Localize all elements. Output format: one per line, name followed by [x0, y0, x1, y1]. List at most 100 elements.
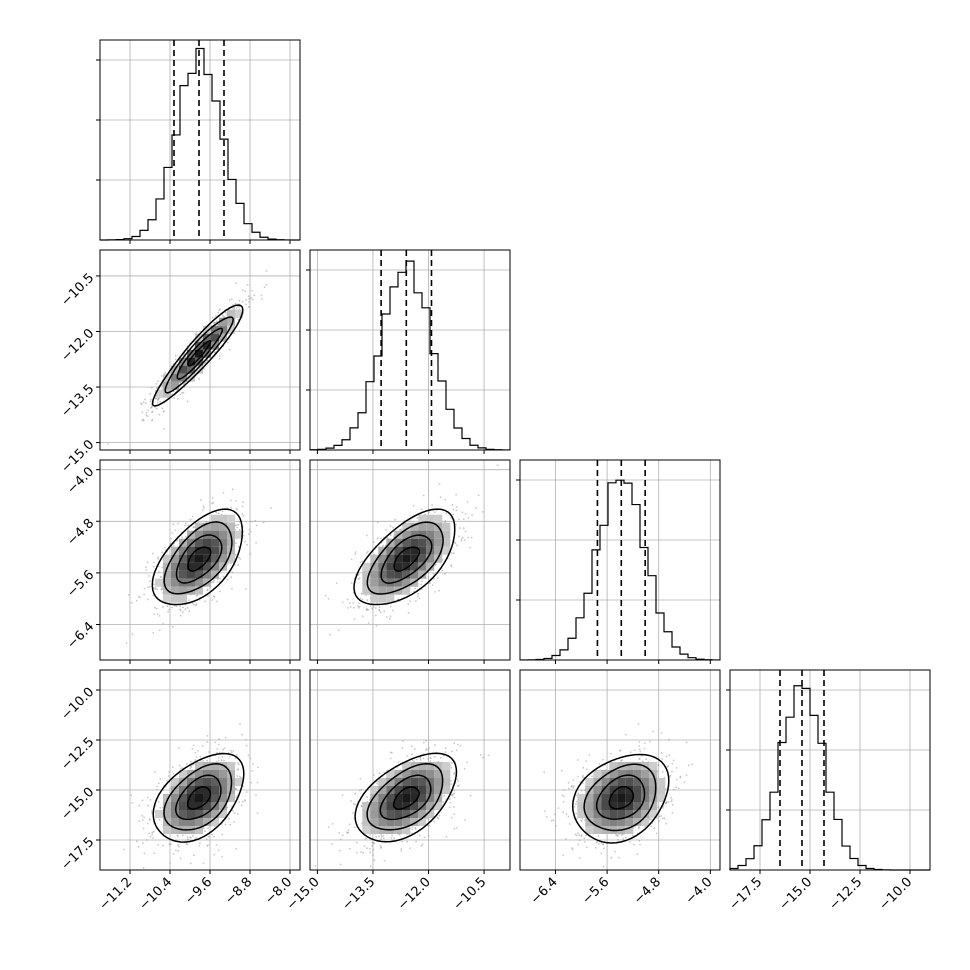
scatter-point — [380, 838, 383, 840]
contour-line — [151, 304, 244, 407]
scatter-point — [248, 528, 251, 531]
contour-line — [366, 521, 444, 595]
scatter-point — [171, 532, 174, 534]
scatter-point — [456, 743, 459, 746]
scatter-point — [248, 297, 251, 300]
density-cell — [402, 530, 411, 539]
density-cell — [195, 546, 203, 555]
scatter-point — [348, 847, 351, 850]
density-cell — [171, 778, 179, 786]
density-cell — [179, 546, 187, 555]
scatter-point — [444, 521, 446, 524]
scatter-point — [151, 833, 154, 836]
scatter-point — [265, 270, 268, 272]
scatter-point — [185, 536, 187, 538]
scatter-point — [256, 812, 259, 814]
density-cell — [378, 778, 387, 786]
scatter-point — [230, 576, 233, 579]
density-cell — [227, 325, 235, 334]
scatter-point — [378, 606, 381, 609]
density-cell — [386, 802, 395, 810]
density-cell — [187, 538, 195, 547]
scatter-point — [260, 294, 263, 297]
density-cell — [171, 578, 179, 587]
scatter-point — [170, 843, 172, 846]
scatter-point — [146, 822, 149, 825]
scatter-point — [456, 778, 458, 780]
scatter-point — [408, 520, 411, 523]
scatter-point — [372, 541, 375, 543]
scatter-point — [150, 811, 153, 814]
scatter-point — [235, 542, 238, 544]
scatter-point — [450, 552, 453, 554]
density-cell — [434, 770, 443, 778]
density-cell — [402, 562, 411, 571]
density-cell — [195, 826, 203, 834]
density-cell — [394, 554, 403, 563]
density-cell — [418, 562, 427, 571]
scatter-point — [156, 387, 158, 389]
scatter-point — [450, 762, 453, 765]
density-cell — [163, 570, 171, 579]
density-cell — [211, 762, 219, 770]
scatter-point — [255, 794, 257, 796]
scatter-point — [175, 849, 177, 852]
scatter-point — [233, 812, 236, 814]
density-cell — [362, 586, 371, 595]
scatter-point — [358, 605, 361, 608]
scatter-point — [131, 633, 134, 636]
scatter-point — [201, 745, 204, 747]
panel-4-2 — [314, 739, 490, 868]
scatter-point — [350, 582, 353, 584]
scatter-point — [361, 615, 364, 618]
scatter-point — [238, 775, 241, 778]
scatter-point — [434, 511, 436, 514]
density-cell — [187, 818, 195, 826]
density-cell — [163, 810, 171, 818]
scatter-point — [420, 508, 423, 510]
scatter-point — [425, 739, 427, 742]
density-cell — [418, 530, 427, 539]
scatter-point — [189, 862, 192, 865]
scatter-point — [380, 846, 383, 848]
scatter-point — [218, 738, 220, 740]
scatter-point — [360, 592, 363, 595]
scatter-point — [236, 813, 239, 815]
scatter-point — [189, 518, 192, 521]
scatter-point — [217, 756, 220, 759]
density-cell — [179, 786, 187, 794]
scatter-point — [223, 316, 226, 318]
scatter-point — [148, 580, 151, 582]
density-cell — [203, 341, 211, 350]
density-cell — [187, 365, 195, 374]
density-cell — [386, 546, 395, 555]
scatter-point — [420, 583, 422, 586]
scatter-point — [194, 759, 197, 761]
scatter-point — [202, 759, 205, 762]
scatter-point — [256, 781, 259, 784]
density-cell — [163, 373, 171, 382]
density-cell — [171, 786, 179, 794]
scatter-point — [160, 576, 163, 578]
scatter-point — [142, 401, 145, 403]
diag-panel-2 — [309, 249, 511, 451]
scatter-point — [224, 311, 227, 314]
scatter-point — [350, 558, 353, 561]
scatter-point — [228, 299, 231, 301]
scatter-point — [186, 839, 189, 841]
density-cell — [394, 810, 403, 818]
scatter-point — [130, 794, 133, 797]
density-cell — [418, 522, 427, 531]
density-cell — [402, 786, 411, 794]
density-cell — [410, 802, 419, 810]
scatter-point — [444, 747, 447, 749]
scatter-point — [462, 518, 465, 520]
scatter-point — [158, 629, 161, 632]
scatter-point — [217, 743, 220, 746]
density-cell — [211, 522, 219, 531]
density-cell — [171, 594, 179, 603]
density-cell — [163, 826, 171, 834]
density-cell — [434, 538, 443, 547]
density-cell — [418, 514, 427, 523]
scatter-point — [421, 843, 424, 846]
